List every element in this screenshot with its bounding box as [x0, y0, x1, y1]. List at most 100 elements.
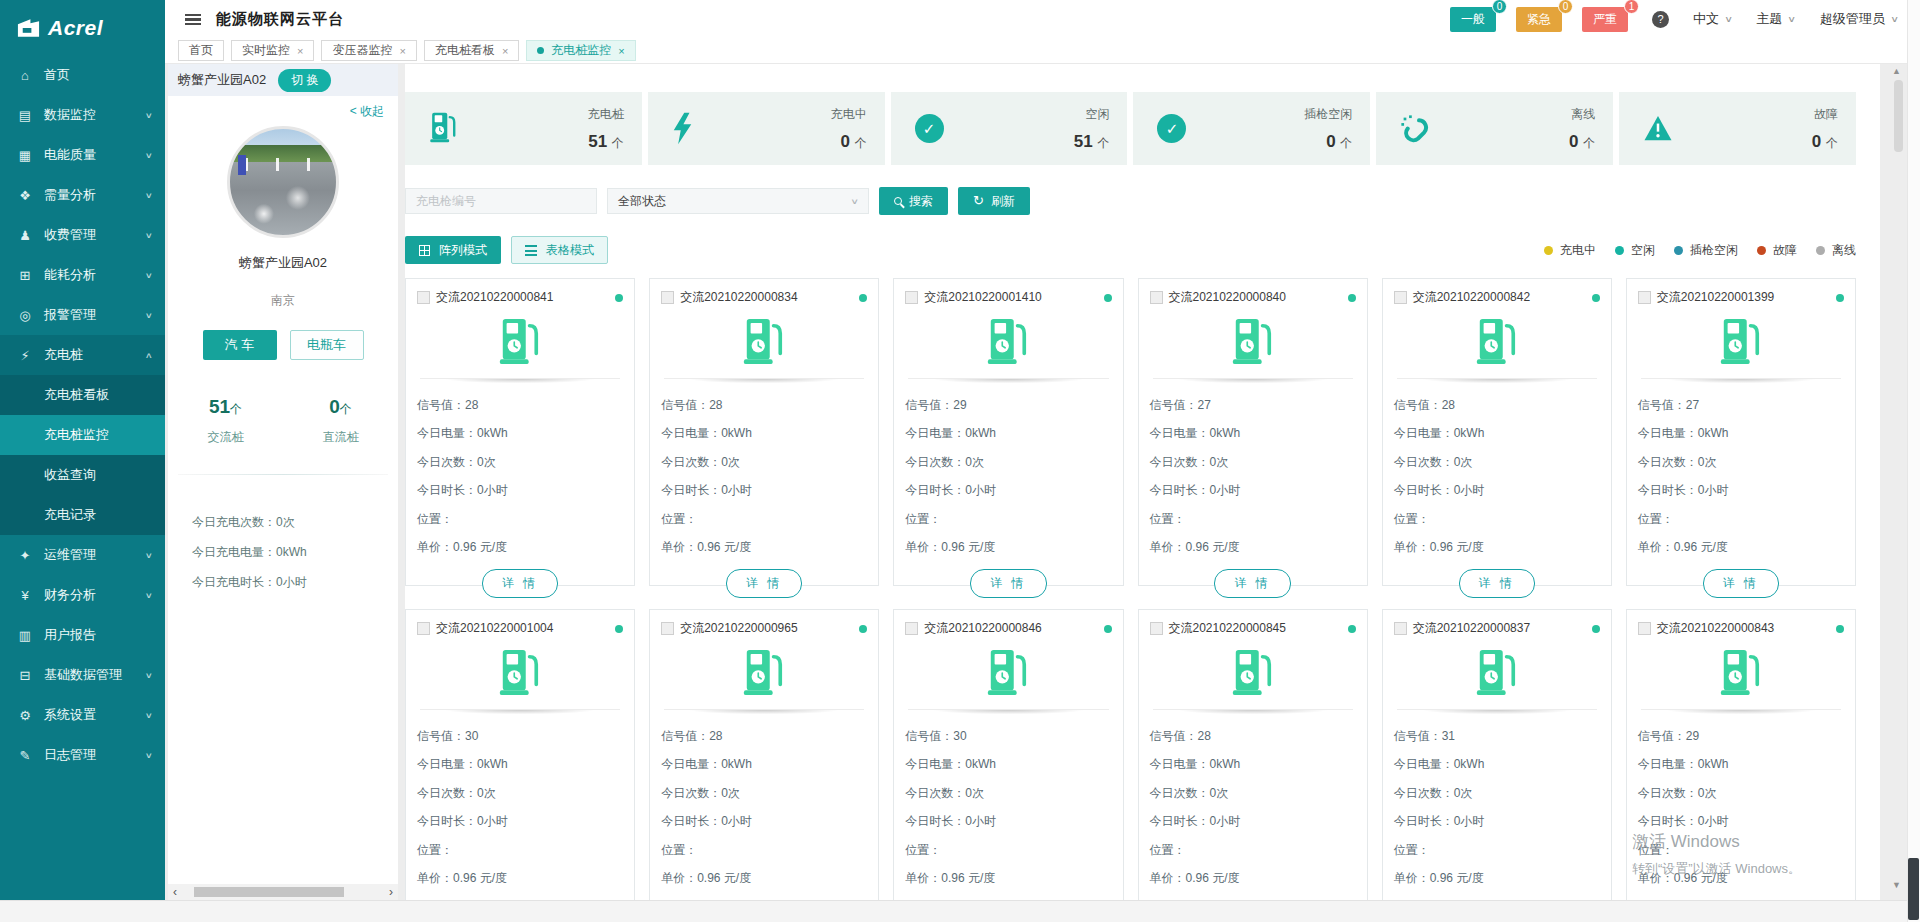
chevron-down-icon: ∨: [144, 151, 152, 160]
pile-checkbox[interactable]: [661, 291, 674, 304]
tab-充电桩监控[interactable]: 充电桩监控 ×: [526, 40, 635, 61]
detail-button[interactable]: 详 情: [1214, 569, 1290, 598]
sidebar-item-数据监控[interactable]: ▤数据监控∨: [0, 95, 165, 135]
table-mode-button[interactable]: 表格模式: [511, 236, 608, 264]
status-card-value: 51 个: [588, 132, 624, 152]
station-photo: [227, 126, 339, 238]
close-tab-icon[interactable]: ×: [297, 45, 303, 57]
gun-number-input[interactable]: [405, 188, 597, 214]
sidebar-item-收费管理[interactable]: ♟收费管理∨: [0, 215, 165, 255]
pile-checkbox[interactable]: [1638, 622, 1651, 635]
sidebar-item-充电桩[interactable]: ⚡充电桩∧: [0, 335, 165, 375]
sidebar-item-运维管理[interactable]: ✦运维管理∨: [0, 535, 165, 575]
pile-checkbox[interactable]: [1150, 291, 1163, 304]
search-button[interactable]: 搜索: [879, 187, 948, 215]
alarm-badge-严重[interactable]: 严重1: [1582, 7, 1628, 32]
pile-checkbox[interactable]: [1150, 622, 1163, 635]
sidebar-subitem-充电记录[interactable]: 充电记录: [0, 495, 165, 535]
scroll-up-icon[interactable]: ▲: [1892, 66, 1901, 76]
pile-info-row: 今日次数：0次: [1638, 454, 1844, 471]
pile-checkbox[interactable]: [1394, 291, 1407, 304]
pile-status-dot: [1836, 625, 1844, 633]
status-card-value: 51 个: [1074, 132, 1110, 152]
detail-button[interactable]: 详 情: [1459, 569, 1535, 598]
alarm-badge-紧急[interactable]: 紧急0: [1516, 7, 1562, 32]
sidebar-item-电能质量[interactable]: ▦电能质量∨: [0, 135, 165, 175]
alarm-badge-一般[interactable]: 一般0: [1450, 7, 1496, 32]
refresh-button[interactable]: ↻ 刷新: [958, 187, 1030, 215]
legend-item-空闲: 空闲: [1615, 242, 1655, 259]
sidebar-item-日志管理[interactable]: ✎日志管理∨: [0, 735, 165, 775]
tab-首页[interactable]: 首页: [178, 40, 224, 61]
sidebar-item-label: 用户报告: [44, 626, 96, 644]
divider: [664, 709, 864, 716]
inner-scrollbar-thumb[interactable]: [1894, 80, 1903, 152]
hamburger-menu-icon[interactable]: [185, 14, 201, 25]
pile-checkbox[interactable]: [905, 622, 918, 635]
chevron-down-icon: ∨: [144, 551, 152, 560]
user-dropdown[interactable]: 超级管理员 ∨: [1820, 10, 1898, 28]
charging-pile-icon: [1150, 648, 1356, 700]
pile-checkbox[interactable]: [417, 622, 430, 635]
pile-checkbox[interactable]: [1394, 622, 1407, 635]
pile-id: 交流20210220000845: [1169, 620, 1286, 637]
grid-mode-button[interactable]: 阵列模式: [405, 236, 501, 264]
language-label: 中文: [1693, 10, 1719, 28]
scrollbar-thumb[interactable]: [194, 887, 343, 897]
divider: [908, 709, 1108, 716]
status-card-value: 0 个: [1812, 132, 1838, 152]
pile-info-row: 单价：0.96 元/度: [661, 870, 867, 887]
pile-checkbox[interactable]: [661, 622, 674, 635]
detail-button[interactable]: 详 情: [970, 569, 1046, 598]
scroll-right-icon[interactable]: ›: [389, 887, 393, 897]
bottom-scrollbar-strip[interactable]: [0, 900, 1907, 922]
sidebar-item-系统设置[interactable]: ⚙系统设置∨: [0, 695, 165, 735]
pile-checkbox[interactable]: [905, 291, 918, 304]
theme-dropdown[interactable]: 主题 ∨: [1756, 10, 1795, 28]
car-button[interactable]: 汽 车: [203, 330, 277, 360]
close-tab-icon[interactable]: ×: [399, 45, 405, 57]
pile-info-row: 今日时长：0小时: [661, 813, 867, 830]
scroll-left-icon[interactable]: ‹: [173, 887, 177, 897]
tab-充电桩看板[interactable]: 充电桩看板 ×: [424, 40, 519, 61]
legend-label: 故障: [1773, 242, 1797, 259]
language-dropdown[interactable]: 中文 ∨: [1693, 10, 1732, 28]
status-select[interactable]: 全部状态 ∨: [607, 188, 869, 214]
detail-button[interactable]: 详 情: [1703, 569, 1779, 598]
sidebar-item-首页[interactable]: ⌂首页: [0, 55, 165, 95]
tab-label: 充电桩看板: [435, 42, 495, 59]
outer-scrollbar[interactable]: [1907, 0, 1920, 922]
pile-id: 交流20210220000842: [1413, 289, 1530, 306]
tab-实时监控[interactable]: 实时监控×: [231, 40, 314, 61]
close-tab-icon[interactable]: ×: [618, 45, 624, 57]
sidebar-item-报警管理[interactable]: ◎报警管理∨: [0, 295, 165, 335]
outer-scrollbar-thumb[interactable]: [1908, 858, 1919, 920]
collapse-panel-link[interactable]: < 收起: [350, 103, 384, 120]
sidebar-item-需量分析[interactable]: ❖需量分析∨: [0, 175, 165, 215]
pile-card-header: 交流20210220001410: [905, 289, 1111, 306]
sidebar-subitem-充电桩监控[interactable]: 充电桩监控: [0, 415, 165, 455]
pile-status-dot: [1836, 294, 1844, 302]
pile-info-row: 位置：: [1150, 511, 1356, 528]
pile-checkbox[interactable]: [1638, 291, 1651, 304]
scooter-button[interactable]: 电瓶车: [290, 330, 364, 360]
detail-button[interactable]: 详 情: [482, 569, 558, 598]
sidebar-subitem-收益查询[interactable]: 收益查询: [0, 455, 165, 495]
switch-station-button[interactable]: 切 换: [278, 69, 331, 92]
pile-checkbox[interactable]: [417, 291, 430, 304]
sidebar-item-用户报告[interactable]: ▥用户报告: [0, 615, 165, 655]
help-icon[interactable]: ?: [1652, 11, 1669, 28]
sidebar-item-基础数据管理[interactable]: ⊟基础数据管理∨: [0, 655, 165, 695]
scroll-down-icon[interactable]: ▼: [1892, 880, 1901, 890]
today-line: 今日充电电量：0kWh: [192, 537, 398, 567]
tab-变压器监控[interactable]: 变压器监控×: [321, 40, 416, 61]
pile-info-row: 单价：0.96 元/度: [1394, 870, 1600, 887]
scrollbar-track[interactable]: [182, 887, 384, 897]
sidebar-item-财务分析[interactable]: ¥财务分析∨: [0, 575, 165, 615]
sidebar-item-label: 财务分析: [44, 586, 96, 604]
tab-label: 充电桩监控: [551, 42, 611, 59]
sidebar-item-能耗分析[interactable]: ⊞能耗分析∨: [0, 255, 165, 295]
detail-button[interactable]: 详 情: [726, 569, 802, 598]
sidebar-subitem-充电桩看板[interactable]: 充电桩看板: [0, 375, 165, 415]
close-tab-icon[interactable]: ×: [502, 45, 508, 57]
